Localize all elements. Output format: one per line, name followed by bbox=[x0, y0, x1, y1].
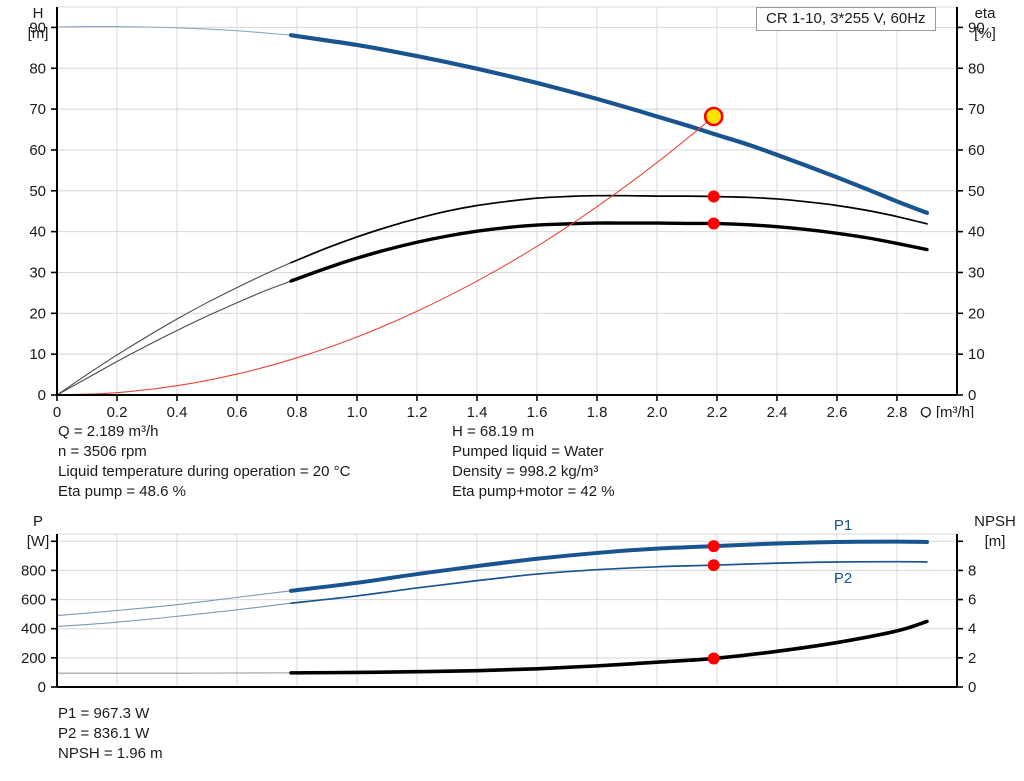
x-tick-label: 1.6 bbox=[527, 404, 548, 418]
p2-marker bbox=[707, 559, 720, 572]
p2-curve-label: P2 bbox=[834, 570, 852, 587]
x-tick-label: 2.8 bbox=[887, 404, 908, 418]
y-axis-title-line2: [W] bbox=[27, 533, 50, 550]
y-tick-label-left: 10 bbox=[29, 346, 46, 363]
eta-pump-marker bbox=[707, 190, 720, 203]
y-tick-label-right: 8 bbox=[968, 562, 976, 579]
y2-axis-title-line2: [m] bbox=[985, 533, 1006, 550]
duty-point-marker bbox=[703, 106, 724, 127]
y-tick-label-left: 70 bbox=[29, 101, 46, 118]
curve-thick-segment bbox=[289, 539, 929, 593]
y-tick-label-right: 4 bbox=[968, 621, 976, 638]
x-tick-label: 2.0 bbox=[647, 404, 668, 418]
y-axis-title-line2: [m] bbox=[28, 25, 49, 42]
info-p2: P2 = 836.1 W bbox=[58, 725, 150, 742]
curve-thick-segment bbox=[288, 33, 930, 215]
y-tick-label-left: 0 bbox=[38, 679, 46, 696]
p1-curve-label: P1 bbox=[834, 517, 852, 534]
x-tick-label: 2.6 bbox=[827, 404, 848, 418]
markers bbox=[707, 540, 720, 665]
chart-title-box: CR 1-10, 3*255 V, 60Hz bbox=[756, 7, 936, 31]
curve-thick-segment bbox=[289, 619, 929, 675]
y-tick-label-left: 80 bbox=[29, 60, 46, 77]
y-tick-label-right: 0 bbox=[968, 679, 976, 696]
curve-thin-segment bbox=[56, 602, 292, 628]
power-npsh-chart: 0 200 400 600 800 0 2 4 6 8 P [W] NPSH [m] P1 P2 bbox=[21, 513, 1016, 696]
x-tick-label: 0.8 bbox=[287, 404, 308, 418]
y-tick-label-right: 0 bbox=[968, 387, 976, 404]
y-tick-label-left: 0 bbox=[38, 387, 46, 404]
info-density: Density = 998.2 kg/m³ bbox=[452, 463, 599, 480]
axes: 0 200 400 600 800 0 2 4 6 8 P [W] NPSH [m] P1 P2 bbox=[21, 513, 1016, 696]
y2-axis-title-line2: [%] bbox=[974, 25, 996, 42]
y-tick-label-left: 200 bbox=[21, 650, 46, 667]
y-tick-label-left: 400 bbox=[21, 621, 46, 638]
y-tick-label-left: 40 bbox=[29, 224, 46, 241]
curve-thin-segment bbox=[56, 26, 292, 36]
x-tick-label: 1.4 bbox=[467, 404, 488, 418]
x-tick-label: 0.2 bbox=[107, 404, 128, 418]
eta-pump-motor-marker bbox=[707, 217, 720, 230]
y-tick-label-left: 50 bbox=[29, 183, 46, 200]
x-tick-label: 1.0 bbox=[347, 404, 368, 418]
info-npsh: NPSH = 1.96 m bbox=[58, 745, 163, 762]
curves bbox=[56, 539, 929, 675]
system-curve bbox=[56, 116, 715, 396]
curve-thick-segment bbox=[290, 194, 928, 264]
y-tick-label-right: 90 bbox=[968, 19, 985, 36]
y2-axis-title-line1: eta bbox=[975, 5, 997, 22]
y2-axis-title-line1: NPSH bbox=[974, 513, 1016, 530]
x-axis-title: Q [m³/h] bbox=[920, 404, 974, 418]
y-tick-label-left: 20 bbox=[29, 305, 46, 322]
info-eta-pump: Eta pump = 48.6 % bbox=[58, 483, 186, 500]
y-tick-label-left: 30 bbox=[29, 264, 46, 281]
y-tick-label-right: 10 bbox=[968, 346, 985, 363]
grid-lines bbox=[57, 533, 957, 687]
y-tick-label-right: 70 bbox=[968, 101, 985, 118]
x-tick-label: 0.4 bbox=[167, 404, 188, 418]
info-q: Q = 2.189 m³/h bbox=[58, 423, 159, 440]
curve-thin-segment bbox=[56, 262, 292, 396]
x-tick-label: 0 bbox=[53, 404, 61, 418]
info-pumped-liquid: Pumped liquid = Water bbox=[452, 443, 604, 460]
info-eta-pump-motor: Eta pump+motor = 42 % bbox=[452, 483, 615, 500]
y-axis-title-line1: H bbox=[33, 5, 44, 22]
p1-marker bbox=[707, 540, 720, 553]
y-tick-label-right: 50 bbox=[968, 183, 985, 200]
info-h: H = 68.19 m bbox=[452, 423, 535, 440]
y-tick-label-right: 20 bbox=[968, 305, 985, 322]
axes: 0 10 20 30 40 50 60 70 80 90 0 10 20 30 40 50 60 70 80 90 0 0… bbox=[28, 5, 997, 418]
y-tick-label-right: 2 bbox=[968, 650, 976, 667]
y-tick-label-left: 600 bbox=[21, 592, 46, 609]
npsh-marker bbox=[707, 652, 720, 665]
y-tick-label-left: 800 bbox=[21, 562, 46, 579]
y-tick-label-right: 30 bbox=[968, 264, 985, 281]
y-tick-label-right: 40 bbox=[968, 224, 985, 241]
x-tick-label: 2.2 bbox=[707, 404, 728, 418]
x-tick-label: 1.8 bbox=[587, 404, 608, 418]
curve-thin-segment bbox=[56, 590, 292, 617]
x-tick-label: 1.2 bbox=[407, 404, 428, 418]
y-tick-label-right: 80 bbox=[968, 60, 985, 77]
y-tick-label-right: 6 bbox=[968, 592, 976, 609]
x-tick-label: 0.6 bbox=[227, 404, 248, 418]
y-tick-label-left: 60 bbox=[29, 142, 46, 159]
curve-thin-segment bbox=[56, 280, 292, 396]
info-liquid-temp: Liquid temperature during operation = 20… bbox=[58, 463, 351, 480]
info-n: n = 3506 rpm bbox=[58, 443, 147, 460]
y-axis-title-line1: P bbox=[33, 513, 43, 530]
curve-thick-segment bbox=[289, 221, 929, 283]
info-p1: P1 = 967.3 W bbox=[58, 705, 150, 722]
curves bbox=[56, 26, 930, 396]
curve-thick-segment bbox=[290, 560, 928, 605]
y-tick-label-left: 90 bbox=[29, 19, 46, 36]
duty-point bbox=[703, 106, 724, 127]
x-tick-label: 2.4 bbox=[767, 404, 788, 418]
head-efficiency-chart: 0 10 20 30 40 50 60 70 80 90 0 10 20 30 40 50 60 70 80 90 0 0… bbox=[28, 5, 997, 418]
markers bbox=[707, 190, 720, 230]
y-tick-label-right: 60 bbox=[968, 142, 985, 159]
